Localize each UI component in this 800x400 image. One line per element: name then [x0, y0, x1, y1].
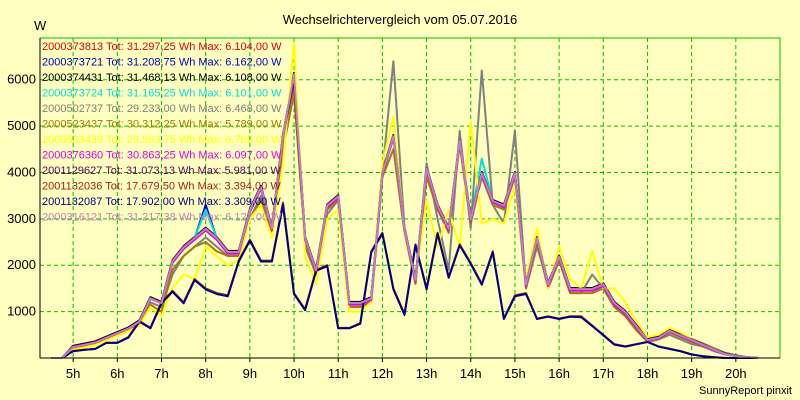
x-tick-label: 5h [66, 366, 80, 381]
legend-entry: 2000373724 Tot: 31.165,25 Wh Max: 6.101,… [42, 88, 282, 100]
x-tick-label: 14h [460, 366, 482, 381]
legend-entry: 2000523437 Tot: 30.312,25 Wh Max: 5.789,… [42, 119, 282, 131]
legend-entry: 2000523439 Tot: 29.563,75 Wh Max: 6.769,… [42, 134, 282, 146]
x-tick-label: 16h [548, 366, 570, 381]
y-tick-label: 5000 [7, 118, 36, 133]
x-tick-label: 10h [283, 366, 305, 381]
x-tick-label: 19h [681, 366, 703, 381]
x-tick-label: 8h [198, 366, 212, 381]
x-tick-label: 20h [725, 366, 747, 381]
chart-title: Wechselrichtervergleich vom 05.07.2016 [283, 12, 518, 27]
legend-entry: 2001132036 Tot: 17.679,50 Wh Max: 3.394,… [42, 181, 281, 193]
x-tick-label: 13h [416, 366, 438, 381]
legend: 2000373813 Tot: 31.297,25 Wh Max: 6.104,… [42, 41, 282, 224]
x-tick-label: 7h [154, 366, 168, 381]
x-tick-label: 18h [637, 366, 659, 381]
series-layer [51, 41, 758, 359]
x-tick-label: 15h [504, 366, 526, 381]
legend-entry: 2000502737 Tot: 29.233,00 Wh Max: 6.468,… [42, 103, 282, 115]
legend-entry: 2000376360 Tot: 30.863,25 Wh Max: 6.097,… [42, 150, 282, 162]
series-line [51, 204, 758, 359]
y-tick-label: 3000 [7, 211, 36, 226]
legend-entry: 2000316121 Tot: 31.217,38 Wh Max: 6.127,… [42, 212, 282, 224]
y-tick-label: 6000 [7, 72, 36, 87]
y-tick-label: 2000 [7, 257, 36, 272]
footer-credit: SunnyReport pinxit [699, 385, 792, 397]
legend-entry: 2000373813 Tot: 31.297,25 Wh Max: 6.104,… [42, 41, 282, 53]
x-tick-label: 17h [592, 366, 614, 381]
x-tick-label: 9h [243, 366, 257, 381]
x-tick-label: 6h [110, 366, 124, 381]
legend-entry: 2001129627 Tot: 31.073,13 Wh Max: 5.981,… [42, 165, 281, 177]
legend-entry: 2001132087 Tot: 17.902,00 Wh Max: 3.309,… [42, 196, 281, 208]
legend-entry: 2000373721 Tot: 31.208,75 Wh Max: 6.162,… [42, 57, 282, 69]
x-tick-label: 11h [328, 366, 349, 381]
x-tick-label: 12h [372, 366, 394, 381]
series-line [51, 73, 758, 359]
y-tick-label: 1000 [7, 304, 36, 319]
grid-layer [40, 38, 780, 358]
legend-entry: 2000374431 Tot: 31.468,13 Wh Max: 6.108,… [42, 72, 282, 84]
axis-layer: 5h 6h 7h 8h 9h 10h 11h 12h 13h 14h 15h 16h 17h 18h 19h… [7, 37, 781, 381]
y-tick-label: 4000 [7, 164, 36, 179]
y-axis-unit-label: W [34, 18, 47, 33]
